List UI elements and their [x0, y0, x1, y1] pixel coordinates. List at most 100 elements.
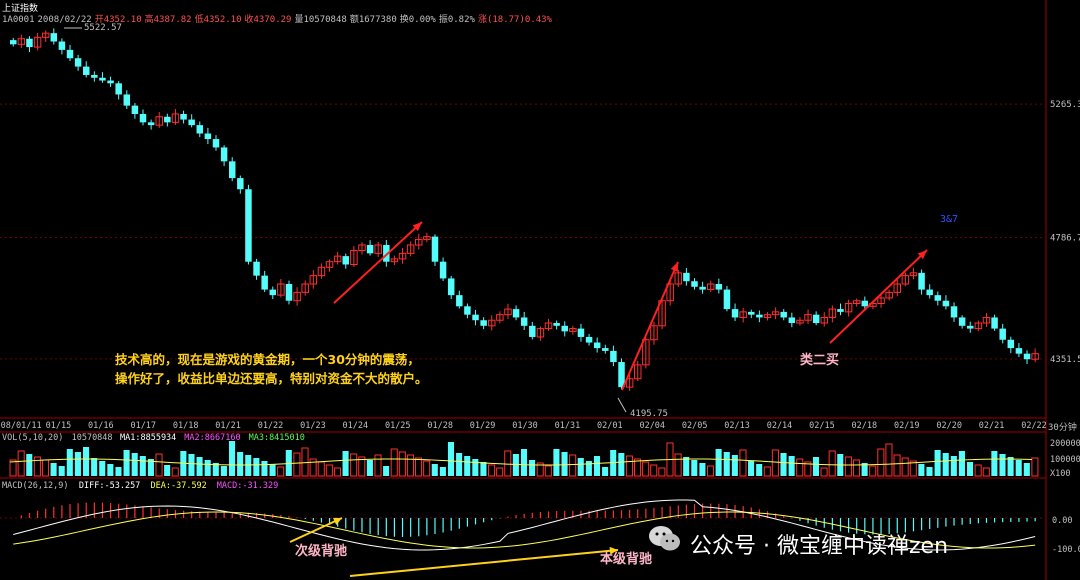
volume-bar-down	[699, 463, 706, 476]
candle-down	[204, 133, 212, 140]
candle-down	[220, 147, 228, 162]
candle-down	[780, 311, 787, 318]
date-tick-label: 02/18	[852, 421, 878, 431]
candle-down	[228, 161, 236, 179]
volume-bar-down	[577, 458, 584, 476]
volume-bar-down	[269, 464, 276, 476]
volume-bar-down	[383, 466, 390, 476]
amount-label: 额1677380	[349, 15, 397, 25]
candle-up	[277, 283, 285, 296]
volume-bar-down	[74, 452, 81, 476]
vol-tick-label: X100	[1050, 469, 1070, 479]
date-tick-label: 02/21	[979, 421, 1005, 431]
volume-bar-up	[1031, 457, 1039, 477]
candle-up	[350, 250, 358, 265]
volume-bar-up	[33, 456, 41, 477]
volume-bar-down	[788, 456, 795, 476]
candle-down	[861, 300, 869, 307]
candle-down	[180, 113, 187, 120]
volume-bar-down	[585, 461, 592, 476]
arrow-up-2	[621, 261, 679, 391]
candle-down	[1023, 353, 1031, 360]
candle-up	[33, 36, 42, 48]
candle-up	[398, 252, 407, 260]
volume-bar-down	[107, 464, 114, 476]
volume-bar-up	[325, 464, 333, 477]
change-label: 涨(18.77)0.43%	[477, 15, 552, 25]
arrow-up-3	[829, 249, 928, 344]
candle-down	[131, 105, 139, 114]
candle-up	[804, 314, 812, 321]
amplitude-label: 振0.82%	[438, 15, 475, 25]
candle-down	[837, 309, 844, 312]
volume-bar-up	[804, 461, 812, 477]
volume-bar-down	[618, 453, 625, 476]
volume-bar-down	[261, 461, 268, 476]
candle-down	[285, 284, 293, 301]
candle-down	[82, 66, 90, 75]
date-tick-label: 01/22	[258, 421, 284, 431]
volume-bar-down	[456, 453, 463, 476]
volume-bar-up	[820, 467, 828, 477]
candle-up	[666, 283, 674, 302]
candle-up	[171, 113, 180, 123]
candle-down	[593, 342, 601, 349]
volume-bar-up	[406, 454, 414, 477]
annotation-line-2: 操作好了，收益比单边还要高，特别对资金不大的散户。	[115, 371, 428, 386]
wechat-icon	[649, 526, 680, 551]
candle-down	[788, 317, 796, 324]
volume-bar-down	[1023, 463, 1030, 476]
volume-bar-down	[439, 467, 446, 476]
volume-bar-down	[593, 456, 601, 476]
candle-up	[625, 378, 634, 388]
volume-bar-down	[756, 464, 763, 476]
candle-down	[934, 295, 942, 301]
volume-bar-down	[480, 462, 487, 476]
candle-down	[472, 314, 479, 321]
dea-line	[13, 511, 1036, 549]
close-label: 收4370.29	[244, 15, 292, 25]
volume-bar-down	[731, 455, 738, 476]
arrow-up-1	[333, 221, 423, 304]
candle-down	[139, 113, 147, 123]
volume-bar-down	[58, 466, 65, 476]
volume-bar-down	[861, 463, 868, 476]
date-tick-label: 01/21	[215, 421, 241, 431]
candle-down	[261, 275, 268, 290]
volume-bar-down	[245, 455, 252, 476]
candle-up	[496, 314, 504, 321]
volume-bar-down	[602, 467, 609, 476]
candle-up	[820, 316, 829, 324]
volume-bar-down	[147, 459, 154, 476]
date-tick-label: 2008/01/11	[0, 421, 42, 431]
volume-bar-up	[488, 464, 496, 477]
volume-bar-up	[642, 461, 650, 477]
candle-down	[1015, 348, 1023, 354]
candle-down	[926, 289, 933, 296]
volume-bar-up	[293, 452, 301, 477]
candle-down	[74, 58, 82, 67]
candle-down	[253, 261, 260, 276]
date-tick-label: 02/14	[767, 421, 793, 431]
volume-bar-down	[1015, 460, 1022, 476]
volume-bar-up	[569, 454, 577, 477]
date-tick-label: 02/15	[809, 421, 835, 431]
vol-header-2: MA1:8855934	[120, 433, 176, 443]
volume-bar-down	[431, 464, 438, 476]
vol-tick-label: 100000	[1050, 455, 1080, 465]
candle-up	[739, 311, 747, 318]
volume-bar-down	[253, 458, 260, 476]
vol-header-0: VOL(5,10,20)	[2, 433, 63, 443]
volume-bar-down	[918, 464, 925, 476]
volume-bar-down	[212, 463, 219, 476]
candle-down	[10, 40, 17, 45]
volume-bar-up	[877, 448, 885, 477]
candle-up	[536, 328, 545, 338]
candle-down	[26, 38, 33, 48]
candle-up	[796, 319, 804, 324]
vol-header-4: MA3:8415010	[249, 433, 305, 443]
candle-up	[642, 339, 650, 366]
volume-bar-up	[415, 457, 423, 477]
minor-divergence-arrow-head	[333, 517, 342, 525]
candle-down	[464, 306, 471, 315]
